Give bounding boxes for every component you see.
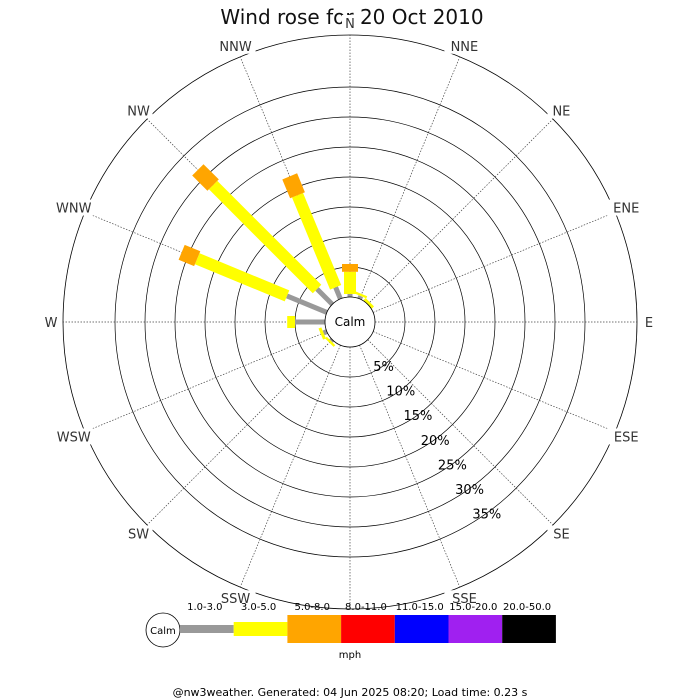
bar-ne-3.0-5.0 xyxy=(363,298,374,309)
direction-label-ssw: SSW xyxy=(221,592,251,607)
direction-label-bg-ne xyxy=(547,102,576,119)
legend-calm-label: Calm xyxy=(150,626,176,637)
direction-label-se: SE xyxy=(553,527,569,542)
direction-label-ene: ENE xyxy=(613,202,639,217)
ring-label-25: 25% xyxy=(438,458,467,473)
percent-labels: 5% 10% 15% 20% 25% 30% 35% xyxy=(373,360,501,522)
direction-label-bg-ene xyxy=(606,199,647,216)
direction-label-sse: SSE xyxy=(452,592,477,607)
bar-w-3.0-5.0 xyxy=(287,316,295,328)
direction-label-bg-ssw xyxy=(215,590,256,607)
bar-nne-1.0-3.0 xyxy=(357,295,363,300)
direction-label-n: N xyxy=(345,17,355,32)
bar-n-1.0-3.0 xyxy=(347,294,353,297)
legend-units: mph xyxy=(339,650,361,661)
spoke-nne xyxy=(359,56,461,300)
direction-label-e: E xyxy=(645,316,653,331)
legend-swatch-15.0-20.0 xyxy=(448,615,503,643)
direction-label-bg-sw xyxy=(124,525,153,542)
bar-sw-1.0-3.0 xyxy=(329,337,335,343)
bar-nw-3.0-5.0 xyxy=(208,180,322,294)
bar-w-1.0-3.0 xyxy=(295,319,325,325)
direction-label-sw: SW xyxy=(128,527,149,542)
direction-label-bg-wnw xyxy=(53,199,94,216)
direction-label-ese: ESE xyxy=(614,430,639,445)
direction-label-ne: NE xyxy=(552,105,570,120)
direction-labels: NNNENEENEEESESESSESSSWSWWSWWWNWNWNNW xyxy=(43,15,657,630)
legend-label-3.0-5.0: 3.0-5.0 xyxy=(241,602,276,613)
legend-label-8.0-11.0: 8.0-11.0 xyxy=(345,602,387,613)
calm-circle: Calm xyxy=(324,296,376,348)
direction-label-bg-nne xyxy=(444,37,485,54)
bar-nnw-3.0-5.0 xyxy=(292,192,342,290)
legend-swatch-5.0-8.0 xyxy=(287,615,342,643)
legend-label-20.0-50.0: 20.0-50.0 xyxy=(503,602,551,613)
bar-nw-5.0-8.0 xyxy=(192,164,219,191)
bar-n-3.0-5.0 xyxy=(344,271,356,294)
bar-nnw-1.0-3.0 xyxy=(333,286,343,300)
ring-label-35: 35% xyxy=(472,508,501,523)
legend-label-1.0-3.0: 1.0-3.0 xyxy=(187,602,222,613)
legend-label-11.0-15.0: 11.0-15.0 xyxy=(396,602,444,613)
ring-label-20: 20% xyxy=(421,434,450,449)
direction-label-nne: NNE xyxy=(451,40,479,55)
direction-label-bg-nw xyxy=(124,102,153,119)
ring-label-10: 10% xyxy=(386,385,415,400)
spoke-wsw xyxy=(84,331,328,433)
direction-label-bg-sse xyxy=(444,590,485,607)
footer-text: @nw3weather. Generated: 04 Jun 2025 08:2… xyxy=(173,686,528,699)
bar-wnw-5.0-8.0 xyxy=(178,244,201,267)
direction-label-bg-nnw xyxy=(215,37,256,54)
legend-label-5.0-8.0: 5.0-8.0 xyxy=(295,602,330,613)
legend-swatch-8.0-11.0 xyxy=(341,615,395,643)
legend-swatch-11.0-15.0 xyxy=(394,615,449,643)
direction-label-bg-w xyxy=(43,314,59,330)
bar-n-5.0-8.0 xyxy=(342,264,358,272)
direction-label-bg-wsw xyxy=(53,428,94,445)
legend-swatch-1.0-3.0 xyxy=(180,625,234,633)
direction-label-wnw: WNW xyxy=(56,202,92,217)
ring-label-15: 15% xyxy=(404,409,433,424)
speed-legend: Calm mph 1.0-3.0 3.0-5.0 5.0-8.0 8.0-11.0 11… xyxy=(145,602,556,661)
legend-swatch-20.0-50.0 xyxy=(502,615,556,643)
spoke-ssw xyxy=(239,344,341,588)
direction-label-nnw: NNW xyxy=(219,40,251,55)
bar-nne-3.0-5.0 xyxy=(355,291,368,299)
bar-wnw-1.0-3.0 xyxy=(286,293,328,315)
legend-swatch-3.0-5.0 xyxy=(233,622,288,636)
bar-nnw-5.0-8.0 xyxy=(282,173,305,199)
direction-label-bg-n xyxy=(342,15,358,31)
ring-label-5: 5% xyxy=(373,360,394,375)
calm-label: Calm xyxy=(335,315,366,329)
bar-wsw-3.0-5.0 xyxy=(318,327,326,340)
direction-label-nw: NW xyxy=(127,105,150,120)
direction-label-wsw: WSW xyxy=(57,430,91,445)
direction-label-bg-e xyxy=(641,314,657,330)
bar-nw-1.0-3.0 xyxy=(315,287,335,307)
ring-label-30: 30% xyxy=(455,483,484,498)
wind-bars xyxy=(178,164,374,347)
bar-wnw-3.0-5.0 xyxy=(194,253,290,302)
direction-label-bg-se xyxy=(547,525,576,542)
direction-label-bg-ese xyxy=(606,428,647,445)
spoke-ene xyxy=(372,211,616,313)
legend-label-15.0-20.0: 15.0-20.0 xyxy=(449,602,497,613)
polar-grid xyxy=(62,34,638,610)
direction-label-w: W xyxy=(45,316,58,331)
bar-sw-3.0-5.0 xyxy=(325,336,336,347)
